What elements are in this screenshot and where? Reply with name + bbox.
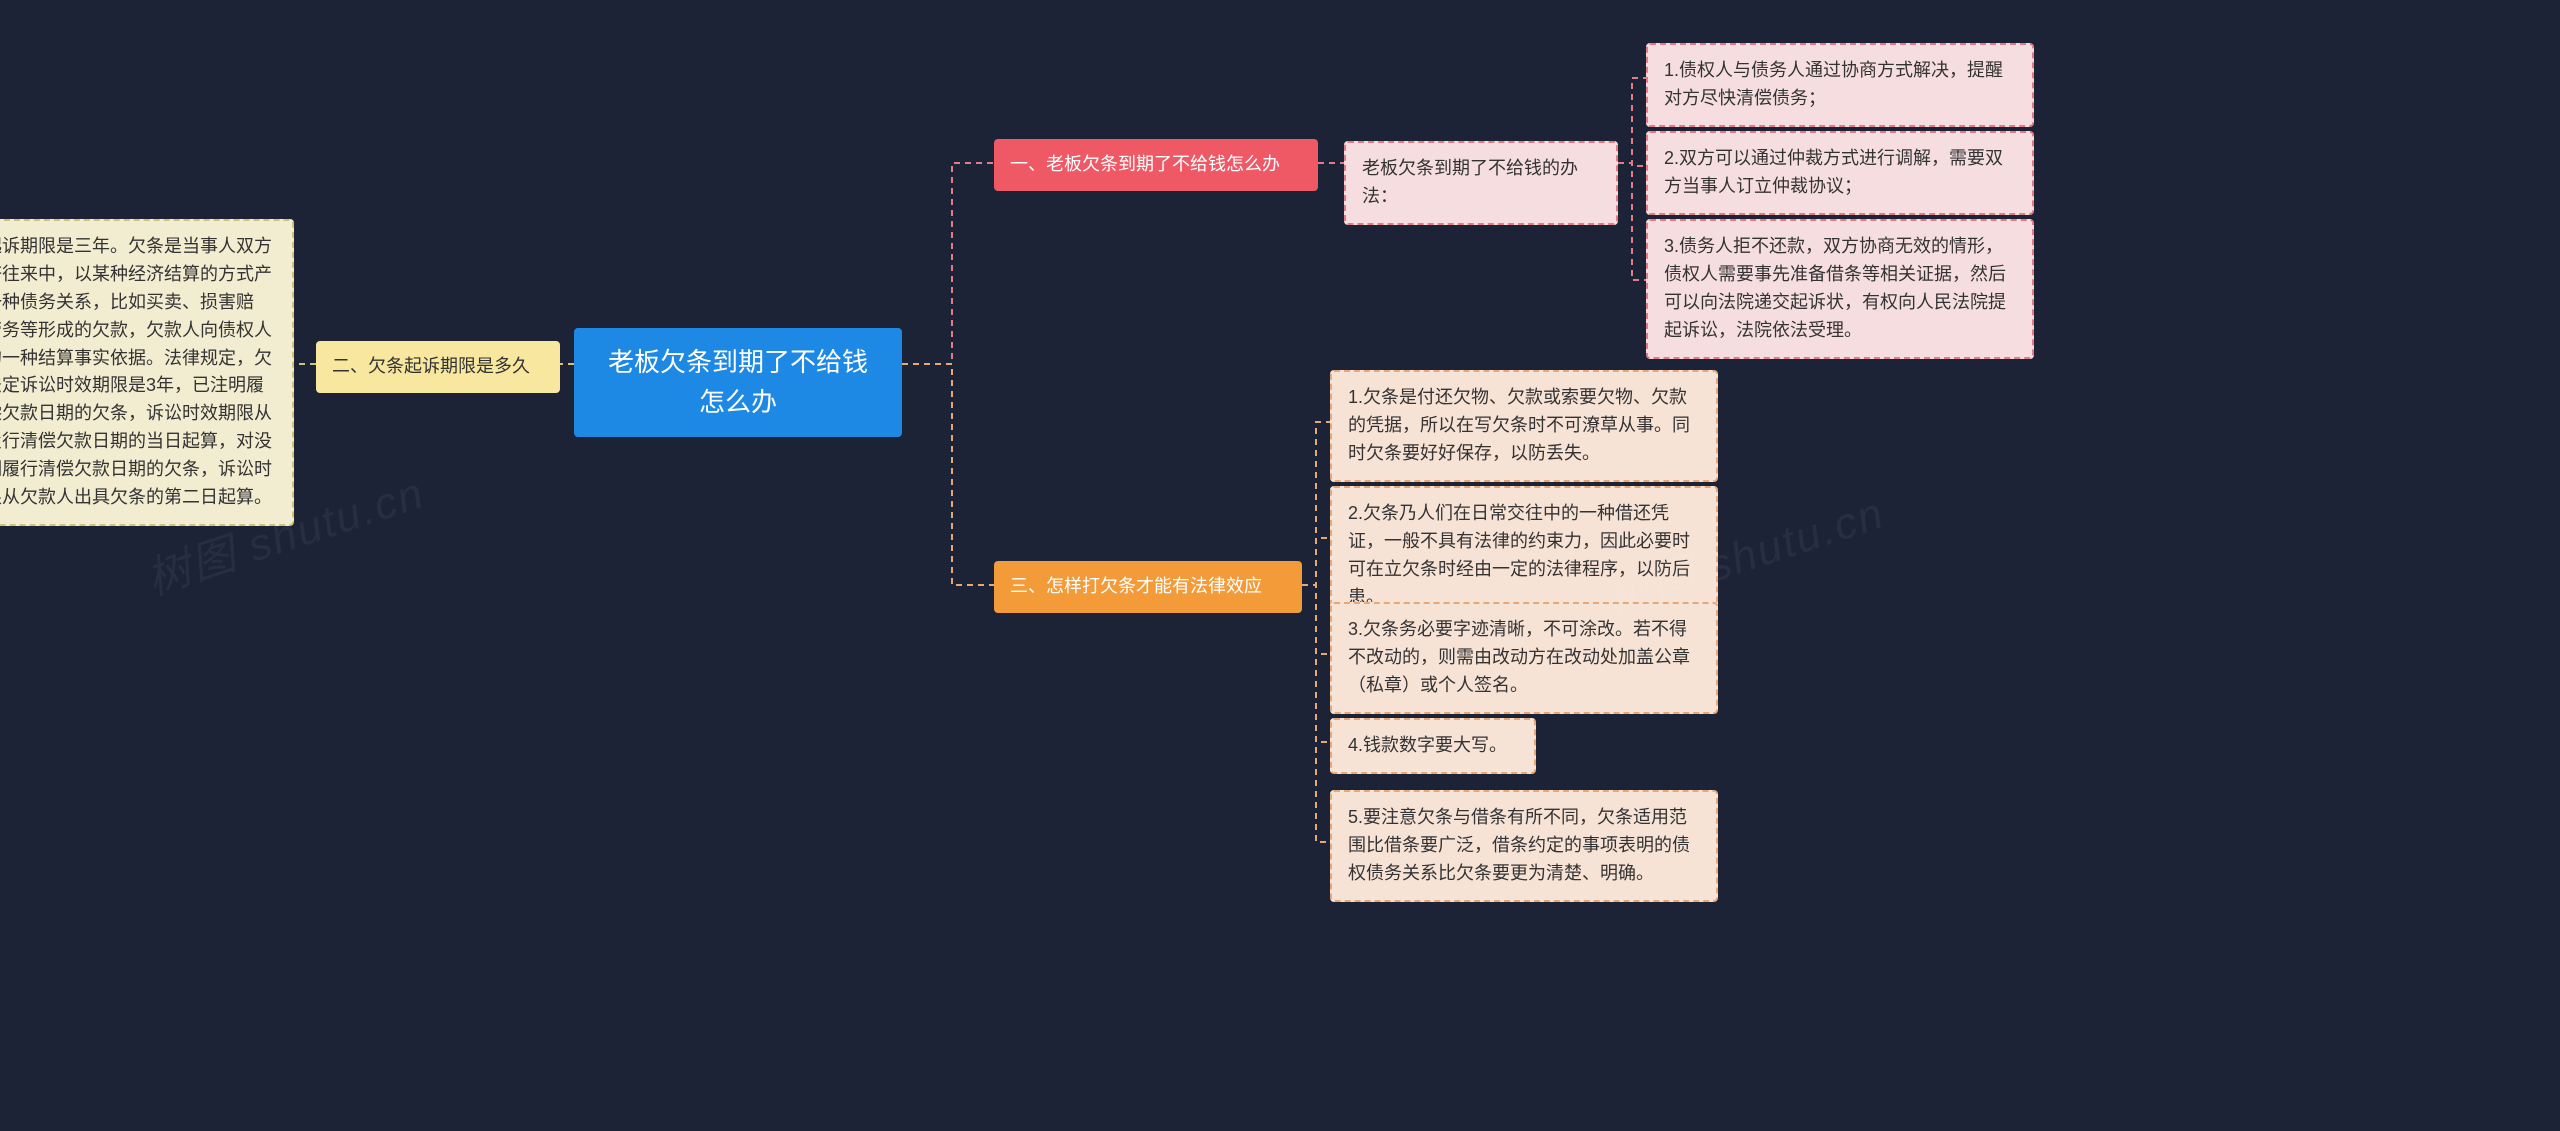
branch-2-title[interactable]: 二、欠条起诉期限是多久 [316,341,560,393]
branch-1-leaf-3: 3.债务人拒不还款，双方协商无效的情形，债权人需要事先准备借条等相关证据，然后可… [1646,219,2034,359]
connector [1302,585,1330,742]
branch-3-leaf-1: 1.欠条是付还欠物、欠款或索要欠物、欠款的凭据，所以在写欠条时不可潦草从事。同时… [1330,370,1718,482]
root-node[interactable]: 老板欠条到期了不给钱怎么办 [574,328,902,437]
branch-1-leaf-2: 2.双方可以通过仲裁方式进行调解，需要双方当事人订立仲裁协议； [1646,131,2034,215]
branch-1-sub[interactable]: 老板欠条到期了不给钱的办法： [1344,141,1618,225]
connector [1618,163,1646,280]
branch-3-title[interactable]: 三、怎样打欠条才能有法律效应 [994,561,1302,613]
branch-3-leaf-3: 3.欠条务必要字迹清晰，不可涂改。若不得不改动的，则需由改动方在改动处加盖公章（… [1330,602,1718,714]
connector [1618,78,1646,163]
branch-3-leaf-5: 5.要注意欠条与借条有所不同，欠条适用范围比借条要广泛，借条约定的事项表明的债权… [1330,790,1718,902]
branch-1-leaf-1: 1.债权人与债务人通过协商方式解决，提醒对方尽快清偿债务； [1646,43,2034,127]
connector [902,163,994,364]
connector [1302,422,1330,585]
connector [1302,585,1330,842]
connector [902,364,994,585]
branch-1-title[interactable]: 一、老板欠条到期了不给钱怎么办 [994,139,1318,191]
branch-2-detail: 欠条起诉期限是三年。欠条是当事人双方在经济往来中，以某种经济结算的方式产生的一种… [0,219,294,526]
connector [1618,163,1646,166]
connector [1302,538,1330,585]
connector [1302,585,1330,654]
branch-3-leaf-4: 4.钱款数字要大写。 [1330,718,1536,774]
